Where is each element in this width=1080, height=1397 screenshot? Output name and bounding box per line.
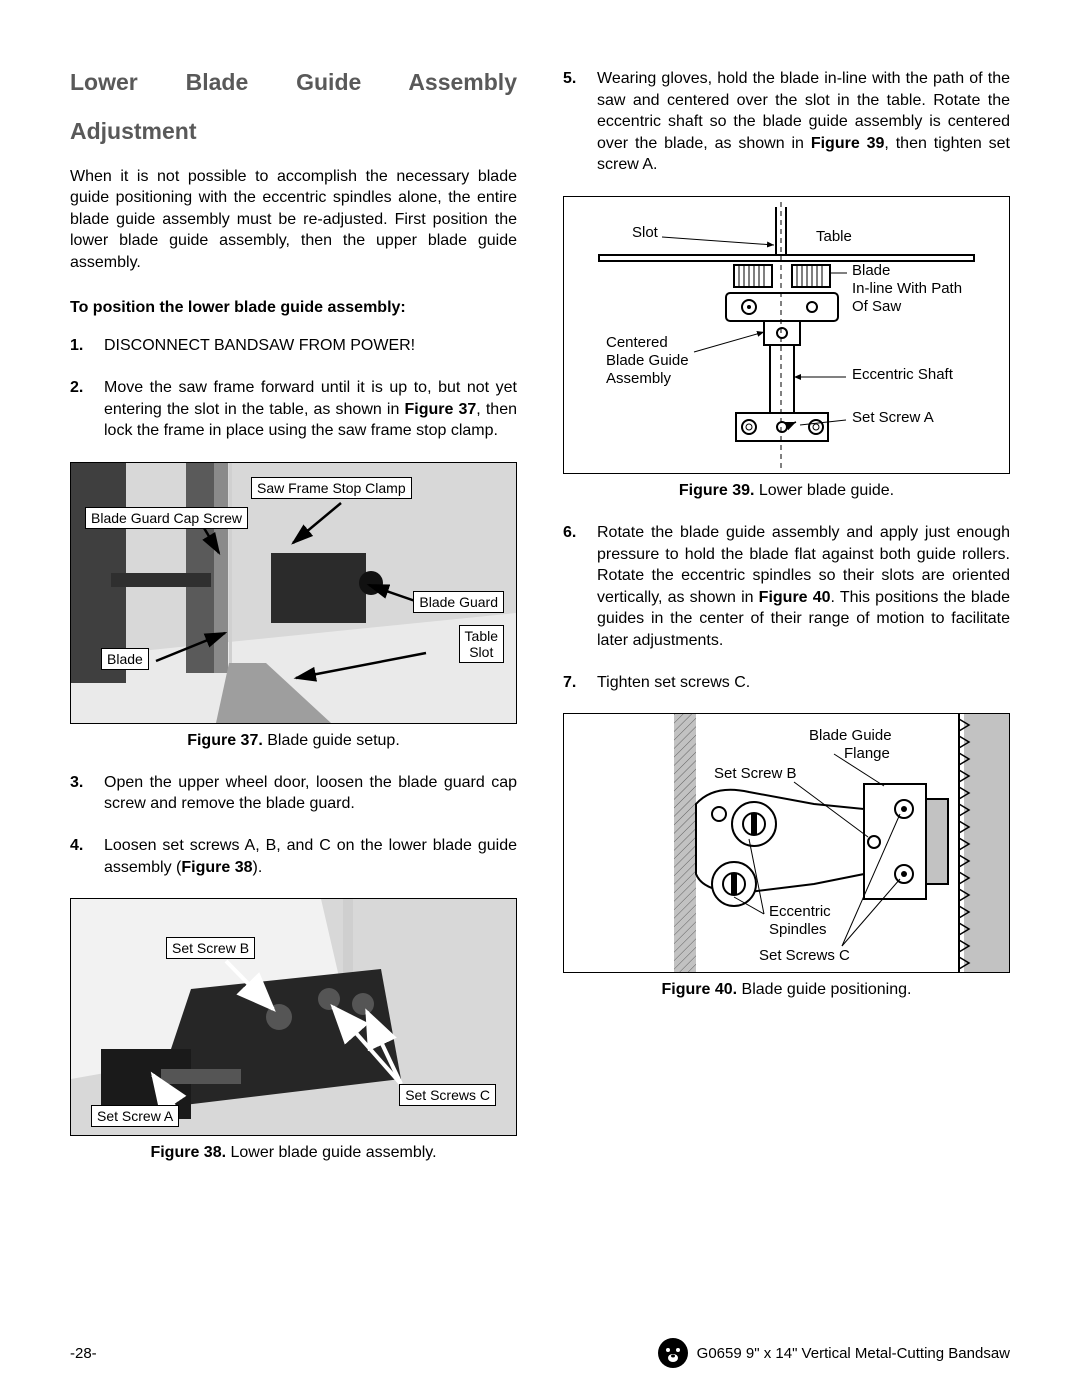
figure-39-svg: Slot Table Blade In-line With Path Of Sa… xyxy=(564,197,1009,473)
svg-text:Centered: Centered xyxy=(606,334,668,351)
svg-text:Spindles: Spindles xyxy=(769,921,827,938)
svg-text:Assembly: Assembly xyxy=(606,370,672,387)
section-title-line2: Adjustment xyxy=(70,117,517,146)
steps-list-left: DISCONNECT BANDSAW FROM POWER! Move the … xyxy=(70,335,517,441)
fig39-table-text: Table xyxy=(816,228,852,245)
label-blade-guard-cap-screw: Blade Guard Cap Screw xyxy=(85,507,248,529)
left-column: Lower Blade Guide Assembly Adjustment Wh… xyxy=(70,68,517,1184)
section-title-line1: Lower Blade Guide Assembly xyxy=(70,68,517,97)
svg-text:Set Screw A: Set Screw A xyxy=(852,409,934,426)
svg-text:Eccentric: Eccentric xyxy=(769,903,831,920)
svg-text:Eccentric Shaft: Eccentric Shaft xyxy=(852,366,954,383)
figure-38-caption: Figure 38. Lower blade guide assembly. xyxy=(70,1144,517,1162)
svg-text:Set Screws C: Set Screws C xyxy=(759,947,850,964)
label-set-screw-b-38: Set Screw B xyxy=(166,937,255,959)
figure-37: Saw Frame Stop Clamp Blade Guard Cap Scr… xyxy=(70,462,517,724)
right-column: Wearing gloves, hold the blade in-line w… xyxy=(563,68,1010,1184)
page-footer: -28- G0659 9" x 14" Vertical Metal-Cutti… xyxy=(70,1337,1010,1369)
label-saw-frame-stop-clamp: Saw Frame Stop Clamp xyxy=(251,477,412,499)
fig39-slot-text: Slot xyxy=(632,224,659,241)
svg-text:Flange: Flange xyxy=(844,745,890,762)
step-4: Loosen set screws A, B, and C on the low… xyxy=(70,835,517,878)
figure-38: Set Screw B Set Screws C Set Screw A xyxy=(70,898,517,1136)
steps-list-right: Wearing gloves, hold the blade in-line w… xyxy=(563,68,1010,176)
svg-text:Blade: Blade xyxy=(852,262,890,279)
step-5: Wearing gloves, hold the blade in-line w… xyxy=(563,68,1010,176)
label-set-screws-c-38: Set Screws C xyxy=(399,1084,496,1106)
steps-list-left-2: Open the upper wheel door, loosen the bl… xyxy=(70,772,517,878)
svg-text:Blade Guide: Blade Guide xyxy=(809,727,892,744)
figure-40-caption: Figure 40. Blade guide positioning. xyxy=(563,981,1010,999)
bear-logo-icon xyxy=(657,1337,689,1369)
label-set-screw-a-38: Set Screw A xyxy=(91,1105,179,1127)
svg-text:Of Saw: Of Saw xyxy=(852,298,901,315)
step-7: Tighten set screws C. xyxy=(563,672,1010,694)
label-blade-guard: Blade Guard xyxy=(413,591,504,613)
steps-list-right-2: Rotate the blade guide assembly and appl… xyxy=(563,522,1010,693)
footer-model: G0659 9" x 14" Vertical Metal-Cutting Ba… xyxy=(697,1345,1010,1362)
figure-40: Blade Guide Flange Set Screw B Eccentric… xyxy=(563,713,1010,973)
svg-text:Set Screw B: Set Screw B xyxy=(714,765,797,782)
label-blade: Blade xyxy=(101,648,149,670)
step-3: Open the upper wheel door, loosen the bl… xyxy=(70,772,517,815)
figure-39-caption: Figure 39. Lower blade guide. xyxy=(563,482,1010,500)
figure-39: Slot Table Blade In-line With Path Of Sa… xyxy=(563,196,1010,474)
label-table-slot: TableSlot xyxy=(459,625,504,663)
figure-40-svg: Blade Guide Flange Set Screw B Eccentric… xyxy=(564,714,1009,972)
step-1: DISCONNECT BANDSAW FROM POWER! xyxy=(70,335,517,357)
step-6: Rotate the blade guide assembly and appl… xyxy=(563,522,1010,652)
svg-text:Blade Guide: Blade Guide xyxy=(606,352,689,369)
intro-paragraph: When it is not possible to accomplish th… xyxy=(70,166,517,274)
sub-heading: To position the lower blade guide assemb… xyxy=(70,299,517,317)
page-number: -28- xyxy=(70,1345,97,1362)
step-2: Move the saw frame forward until it is u… xyxy=(70,377,517,442)
figure-37-caption: Figure 37. Blade guide setup. xyxy=(70,732,517,750)
svg-text:In-line With Path: In-line With Path xyxy=(852,280,962,297)
